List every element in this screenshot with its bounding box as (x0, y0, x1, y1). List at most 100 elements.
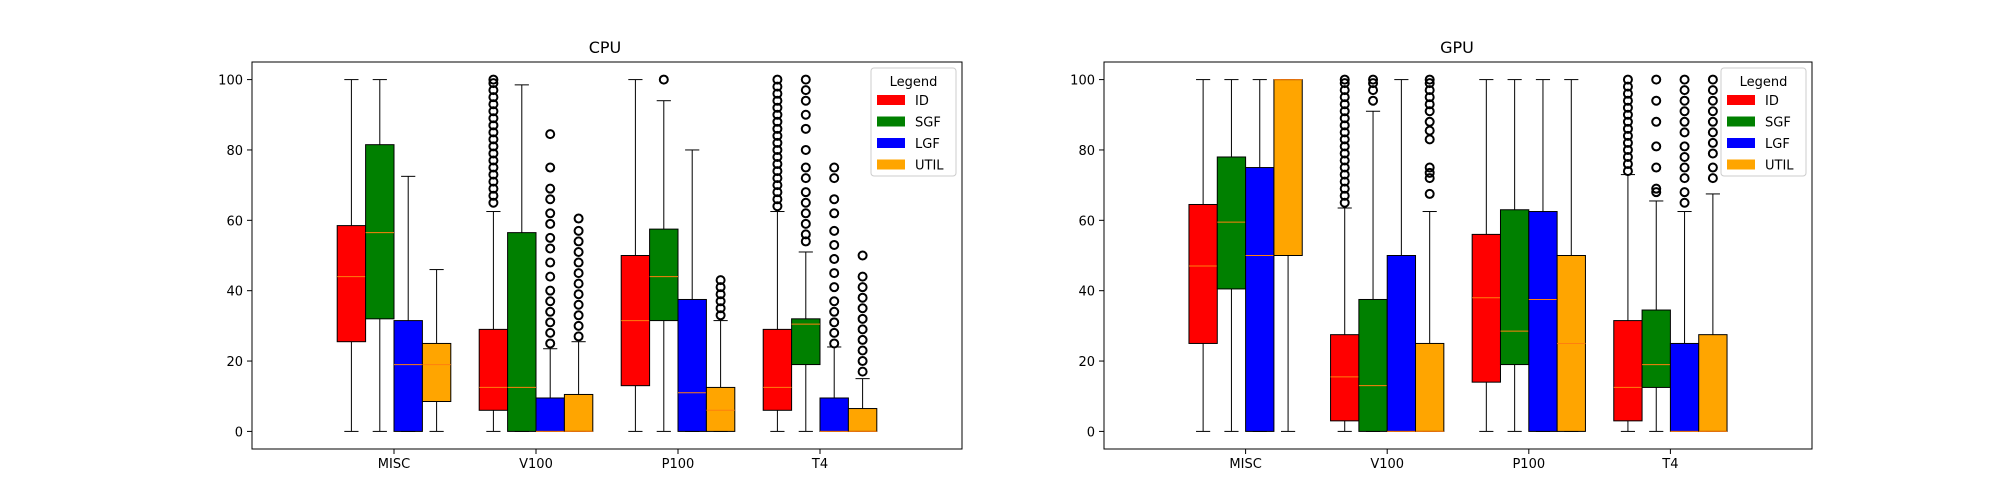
outlier-point (829, 225, 840, 236)
outlier-point (800, 85, 811, 96)
series-lgf (1245, 74, 1700, 432)
outlier-point (715, 275, 726, 286)
outlier-point (800, 95, 811, 106)
outlier-point (1424, 74, 1435, 85)
outlier-point (1651, 183, 1662, 194)
legend-swatch (1727, 95, 1755, 105)
outlier-point (829, 208, 840, 219)
outlier-point (1707, 95, 1718, 106)
outlier-point (488, 74, 499, 85)
box (393, 320, 423, 432)
outlier-point (1651, 141, 1662, 152)
outlier-point (800, 218, 811, 229)
outlier-point (1651, 116, 1662, 127)
outlier-point (800, 123, 811, 134)
outlier-point (829, 194, 840, 205)
outlier-point (1339, 78, 1350, 89)
box (677, 298, 707, 432)
series-util (421, 213, 878, 432)
series-lgf (393, 129, 849, 432)
outlier-point (545, 162, 556, 173)
box (1216, 156, 1247, 290)
outlier-point (829, 317, 840, 328)
y-tick-label: 0 (1087, 425, 1095, 440)
box (1528, 211, 1558, 432)
legend-label: LGF (915, 137, 940, 152)
outlier-point (545, 296, 556, 307)
outlier-point (1707, 173, 1718, 184)
outlier-point (857, 324, 868, 335)
legend-swatch (1727, 159, 1755, 170)
legend-label: SGF (915, 116, 941, 131)
gpu-chart-panel: GPU 0 20 40 60 80 100 MISC V100 P100 T4 Legend ID SG… (1070, 38, 1813, 472)
outlier-point (1651, 187, 1662, 198)
outlier-point (800, 109, 811, 120)
box (1698, 334, 1728, 432)
x-tick-label: T4 (811, 457, 828, 472)
outlier-point (573, 268, 584, 279)
outlier-point (800, 74, 811, 85)
outlier-point (1679, 197, 1690, 208)
box (563, 393, 594, 432)
outlier-point (1622, 74, 1633, 85)
outlier-point (573, 225, 584, 236)
outlier-point (1368, 78, 1379, 89)
plot-frame (251, 61, 963, 450)
legend-swatch (877, 95, 905, 105)
outlier-point (857, 334, 868, 345)
box (1669, 342, 1700, 432)
outlier-point (1424, 188, 1435, 199)
outlier-point (573, 310, 584, 321)
outlier-point (1651, 95, 1662, 106)
box (1188, 203, 1218, 344)
outlier-point (1707, 127, 1718, 138)
outlier-point (857, 292, 868, 303)
y-tick-label: 40 (1078, 285, 1095, 300)
plot-frame (1103, 61, 1813, 450)
outlier-point (1424, 78, 1435, 89)
outlier-point (829, 338, 840, 349)
outlier-point (857, 271, 868, 282)
legend: Legend ID SGF LGF UTIL (1720, 67, 1807, 177)
outlier-point (800, 197, 811, 208)
legend-label: ID (915, 94, 929, 109)
y-tick-label: 40 (226, 285, 243, 300)
box (819, 397, 849, 432)
x-tick-label: MISC (378, 457, 410, 472)
outlier-point (545, 232, 556, 243)
outlier-point (857, 345, 868, 356)
legend-swatch (1727, 138, 1755, 148)
chart-title: CPU (589, 38, 622, 57)
box (421, 342, 452, 403)
outlier-point (545, 306, 556, 317)
outlier-point (573, 299, 584, 310)
outlier-point (857, 282, 868, 293)
outlier-point (1707, 148, 1718, 159)
outlier-point (545, 208, 556, 219)
outlier-point (1339, 74, 1350, 85)
outlier-point (573, 320, 584, 331)
outlier-point (1424, 125, 1435, 136)
box (1415, 342, 1445, 432)
outlier-point (1707, 137, 1718, 148)
outlier-point (1679, 106, 1690, 117)
outlier-point (1679, 85, 1690, 96)
outlier-point (1707, 74, 1718, 85)
box (762, 328, 793, 411)
outlier-point (658, 74, 669, 85)
outlier-point (829, 306, 840, 317)
box (365, 144, 395, 320)
outlier-point (573, 331, 584, 342)
legend-swatch (1727, 116, 1755, 127)
series-util (1273, 74, 1728, 432)
box (1358, 298, 1388, 432)
series-sgf (1216, 74, 1671, 432)
outlier-point (1424, 167, 1435, 178)
y-tick-label: 100 (218, 74, 243, 89)
box (1330, 334, 1360, 422)
outlier-point (1368, 95, 1379, 106)
outlier-point (800, 229, 811, 240)
outlier-point (829, 162, 840, 173)
outlier-point (1679, 162, 1690, 173)
outlier-point (1368, 74, 1379, 85)
